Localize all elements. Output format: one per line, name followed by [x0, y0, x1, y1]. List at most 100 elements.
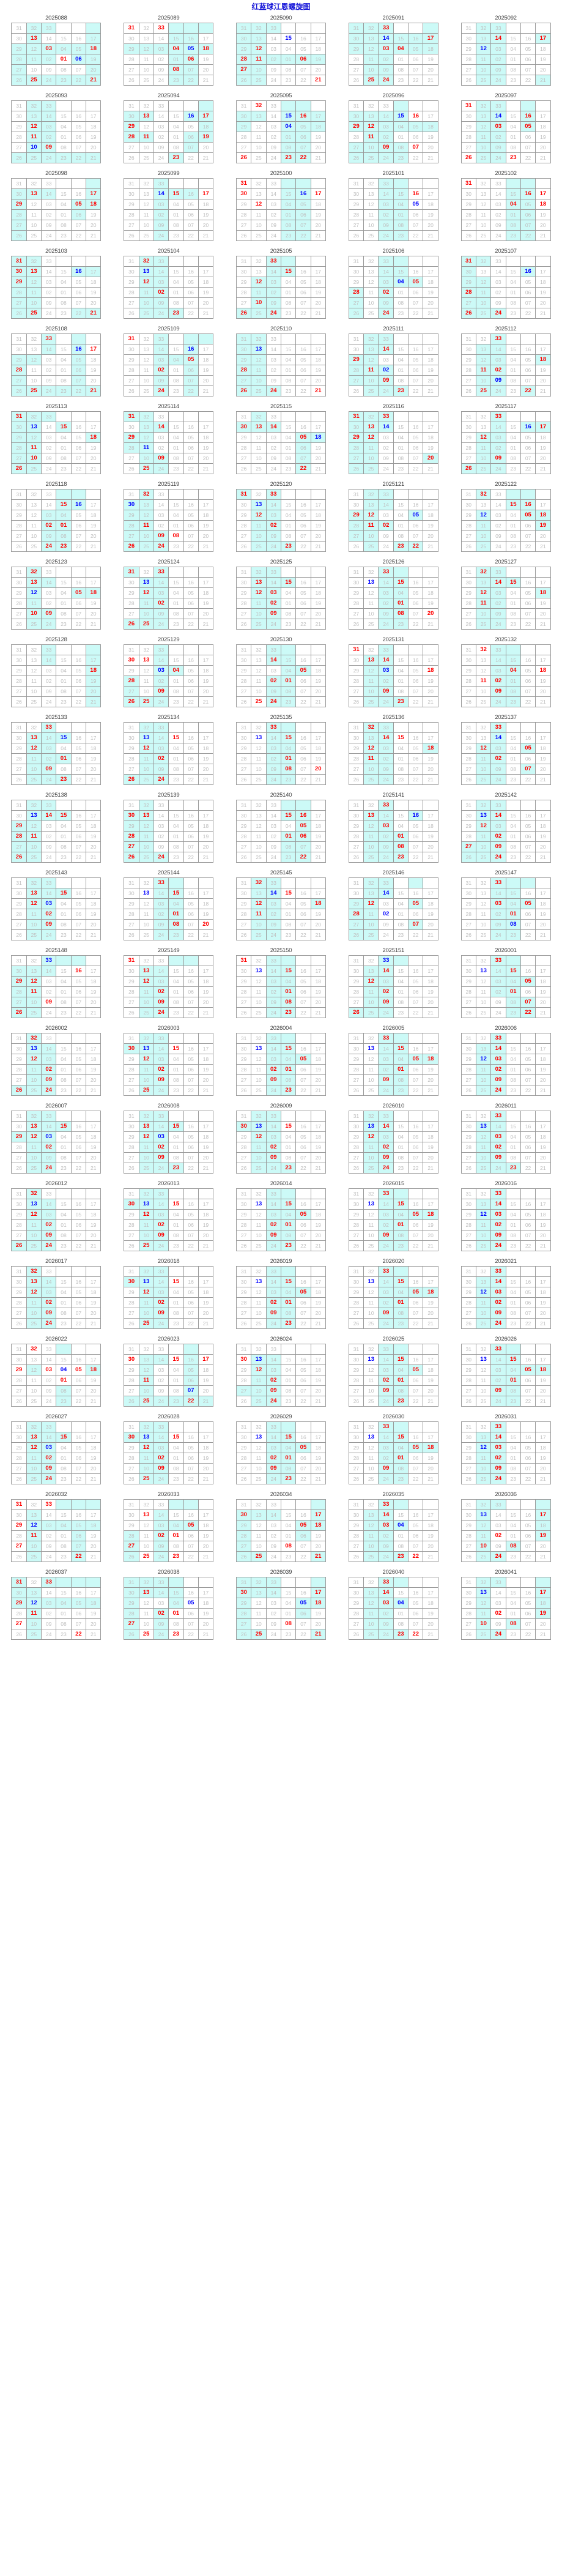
spiral-panel[interactable]: 2026027 31 32 33 30 13 14 15 16 17 29 12 03 04 05 18 28 1… — [0, 1413, 113, 1484]
spiral-cell-inactive[interactable]: 07 — [520, 1541, 536, 1552]
spiral-cell-inactive[interactable]: 19 — [198, 1608, 214, 1619]
spiral-cell-inactive[interactable]: 11 — [26, 909, 42, 920]
spiral-cell-inactive[interactable]: 21 — [86, 1085, 102, 1096]
spiral-cell-inactive[interactable]: 23 — [280, 308, 297, 319]
spiral-cell-inactive[interactable]: 03 — [153, 1364, 169, 1375]
spiral-cell-red-ball[interactable]: 07 — [520, 997, 536, 1008]
spiral-cell-inactive[interactable]: 08 — [56, 64, 72, 75]
spiral-cell-inactive[interactable]: 27 — [460, 375, 476, 386]
spiral-cell-inactive[interactable]: 16 — [408, 344, 424, 355]
spiral-cell-inactive[interactable]: 25 — [475, 696, 492, 707]
spiral-cell-inactive[interactable]: 11 — [475, 209, 492, 220]
spiral-cell-inactive[interactable]: 04 — [505, 1442, 521, 1453]
spiral-cell-inactive[interactable]: 31 — [460, 333, 476, 344]
spiral-cell-inactive[interactable]: 03 — [378, 121, 394, 132]
spiral-cell-inactive[interactable]: 11 — [363, 442, 379, 453]
spiral-cell-inactive[interactable]: 09 — [490, 1541, 506, 1552]
spiral-cell-red-ball[interactable]: 02 — [490, 753, 506, 764]
spiral-cell-red-ball[interactable]: 26 — [11, 1240, 27, 1251]
spiral-cell-inactive[interactable]: 28 — [11, 1219, 27, 1230]
spiral-cell-inactive[interactable]: 27 — [460, 997, 476, 1008]
spiral-cell-inactive[interactable]: 13 — [138, 499, 154, 510]
spiral-cell-inactive[interactable]: 18 — [310, 1287, 326, 1298]
spiral-cell-empty[interactable] — [505, 800, 521, 811]
spiral-cell-inactive[interactable]: 23 — [168, 1318, 184, 1329]
spiral-cell-red-ball[interactable]: 05 — [408, 1054, 424, 1065]
spiral-cell-empty[interactable] — [56, 1188, 72, 1199]
spiral-cell-inactive[interactable]: 32 — [251, 1033, 267, 1044]
spiral-cell-inactive[interactable]: 21 — [86, 929, 102, 940]
spiral-cell-inactive[interactable]: 16 — [295, 1199, 311, 1210]
spiral-cell-inactive[interactable]: 16 — [295, 732, 311, 743]
spiral-cell-inactive[interactable]: 30 — [235, 655, 252, 666]
spiral-cell-inactive[interactable]: 10 — [138, 841, 154, 852]
spiral-cell-inactive[interactable]: 31 — [460, 1188, 476, 1199]
spiral-cell-inactive[interactable]: 06 — [70, 287, 87, 298]
spiral-cell-red-ball[interactable]: 12 — [26, 1131, 42, 1142]
spiral-cell-inactive[interactable]: 33 — [153, 1421, 169, 1432]
spiral-cell-inactive[interactable]: 19 — [535, 909, 551, 920]
spiral-cell-inactive[interactable]: 26 — [460, 1085, 476, 1096]
spiral-cell-inactive[interactable]: 17 — [310, 344, 326, 355]
spiral-cell-inactive[interactable]: 07 — [183, 1074, 199, 1085]
spiral-cell-inactive[interactable]: 01 — [505, 753, 521, 764]
spiral-cell-red-ball[interactable]: 01 — [280, 1297, 297, 1308]
spiral-cell-inactive[interactable]: 23 — [280, 696, 297, 707]
spiral-cell-inactive[interactable]: 06 — [520, 287, 536, 298]
spiral-cell-inactive[interactable]: 14 — [265, 1276, 281, 1287]
spiral-cell-inactive[interactable]: 20 — [310, 1308, 326, 1319]
spiral-cell-inactive[interactable]: 27 — [124, 1074, 139, 1085]
spiral-cell-red-ball[interactable]: 15 — [168, 888, 184, 899]
spiral-cell-empty[interactable] — [70, 1188, 87, 1199]
spiral-cell-inactive[interactable]: 18 — [198, 1520, 214, 1531]
spiral-cell-inactive[interactable]: 25 — [363, 541, 379, 552]
spiral-cell-inactive[interactable]: 24 — [378, 696, 394, 707]
spiral-cell-empty[interactable] — [505, 1421, 521, 1432]
spiral-cell-red-ball[interactable]: 24 — [41, 1318, 57, 1329]
spiral-cell-red-ball[interactable]: 05 — [70, 1364, 87, 1375]
spiral-cell-inactive[interactable]: 11 — [475, 1453, 492, 1464]
spiral-cell-red-ball[interactable]: 01 — [393, 1453, 409, 1464]
spiral-cell-inactive[interactable]: 03 — [378, 277, 394, 288]
spiral-cell-inactive[interactable]: 30 — [124, 111, 139, 122]
spiral-cell-inactive[interactable]: 08 — [168, 1385, 184, 1396]
spiral-cell-red-ball[interactable]: 02 — [153, 1530, 169, 1541]
spiral-cell-empty[interactable] — [310, 178, 326, 189]
spiral-cell-inactive[interactable]: 21 — [198, 852, 214, 863]
spiral-cell-inactive[interactable]: 10 — [475, 1463, 492, 1474]
spiral-cell-empty[interactable] — [535, 1111, 551, 1122]
spiral-cell-inactive[interactable]: 06 — [70, 753, 87, 764]
spiral-cell-inactive[interactable]: 33 — [153, 333, 169, 344]
spiral-cell-inactive[interactable]: 06 — [70, 1453, 87, 1464]
spiral-cell-inactive[interactable]: 17 — [198, 1587, 214, 1598]
spiral-cell-inactive[interactable]: 31 — [124, 800, 139, 811]
spiral-cell-inactive[interactable]: 28 — [348, 753, 364, 764]
spiral-cell-red-ball[interactable]: 30 — [235, 1509, 252, 1521]
spiral-cell-inactive[interactable]: 28 — [348, 1453, 364, 1464]
spiral-cell-inactive[interactable]: 30 — [124, 1587, 139, 1598]
spiral-cell-red-ball[interactable]: 12 — [26, 1442, 42, 1453]
spiral-cell-inactive[interactable]: 20 — [535, 919, 551, 930]
spiral-cell-inactive[interactable]: 17 — [423, 1121, 438, 1132]
spiral-cell-inactive[interactable]: 23 — [280, 1396, 297, 1407]
spiral-cell-inactive[interactable]: 03 — [265, 1364, 281, 1375]
spiral-cell-inactive[interactable]: 11 — [26, 209, 42, 220]
spiral-cell-inactive[interactable]: 19 — [198, 986, 214, 997]
spiral-cell-inactive[interactable]: 10 — [138, 919, 154, 930]
spiral-cell-inactive[interactable]: 04 — [168, 1287, 184, 1298]
spiral-cell-blue-ball[interactable]: 16 — [520, 266, 536, 277]
spiral-cell-inactive[interactable]: 32 — [475, 1111, 492, 1122]
spiral-cell-inactive[interactable]: 27 — [348, 1074, 364, 1085]
spiral-cell-inactive[interactable]: 08 — [280, 1308, 297, 1319]
spiral-cell-red-ball[interactable]: 19 — [535, 1608, 551, 1619]
spiral-cell-empty[interactable] — [183, 1111, 199, 1122]
spiral-cell-inactive[interactable]: 19 — [423, 132, 438, 143]
spiral-cell-inactive[interactable]: 10 — [138, 1541, 154, 1552]
spiral-cell-inactive[interactable]: 23 — [280, 463, 297, 474]
spiral-cell-inactive[interactable]: 24 — [490, 696, 506, 707]
spiral-cell-red-ball[interactable]: 24 — [41, 1085, 57, 1096]
spiral-cell-inactive[interactable]: 14 — [490, 1354, 506, 1365]
spiral-cell-inactive[interactable]: 11 — [363, 1297, 379, 1308]
spiral-cell-inactive[interactable]: 19 — [423, 1064, 438, 1075]
spiral-cell-inactive[interactable]: 09 — [378, 608, 394, 619]
